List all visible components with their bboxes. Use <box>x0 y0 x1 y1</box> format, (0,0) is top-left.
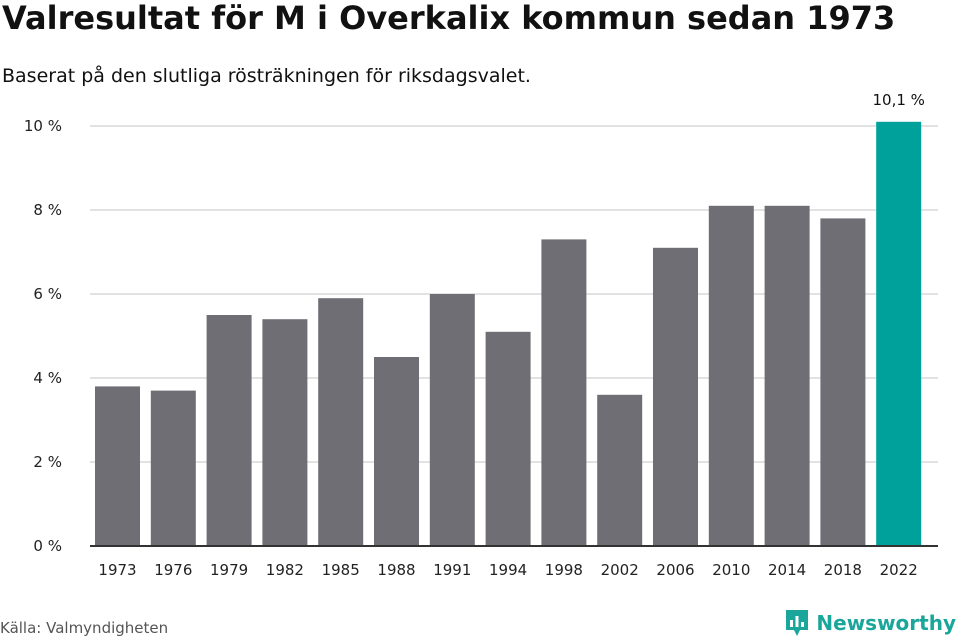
bar-2022 <box>876 121 922 547</box>
value-label: 10,1 % <box>872 91 924 109</box>
bar-1988 <box>374 357 419 546</box>
bar-2014 <box>764 205 810 547</box>
bar-2018 <box>820 218 866 546</box>
y-tick-label: 6 % <box>33 285 62 303</box>
y-tick-label: 10 % <box>24 117 62 135</box>
bar-1976 <box>150 390 196 546</box>
value-labels: 10,1 % <box>872 91 924 109</box>
bar-1973 <box>95 386 140 546</box>
x-tick-label: 2014 <box>768 561 806 579</box>
x-tick-label: 1982 <box>266 561 304 579</box>
x-tick-label: 2010 <box>712 561 750 579</box>
bar-chart: 0 % 2 % 4 % 6 % 8 % 10 % 1973 1976 1979 1982 1985… <box>24 91 938 579</box>
x-tick-label: 1991 <box>433 561 471 579</box>
brand-logo: Newsworthy <box>784 608 956 638</box>
x-tick-label: 1976 <box>154 561 192 579</box>
x-tick-label: 2002 <box>601 561 639 579</box>
x-tick-label: 1979 <box>210 561 248 579</box>
x-tick-label: 1988 <box>377 561 415 579</box>
y-tick-label: 8 % <box>33 201 62 219</box>
x-axis-ticks: 1973 1976 1979 1982 1985 1988 1991 1994 1998 2002… <box>98 561 917 579</box>
y-tick-label: 2 % <box>33 453 62 471</box>
bar-1998 <box>541 239 587 546</box>
x-tick-label: 1994 <box>489 561 527 579</box>
bar-1991 <box>429 294 475 546</box>
bar-1994 <box>485 331 531 546</box>
x-tick-label: 1985 <box>322 561 360 579</box>
x-tick-label: 1998 <box>545 561 583 579</box>
bar-1985 <box>318 298 364 546</box>
y-axis-ticks: 0 % 2 % 4 % 6 % 8 % 10 % <box>24 117 62 555</box>
bar-2006 <box>653 247 698 547</box>
y-tick-label: 4 % <box>33 369 62 387</box>
y-tick-label: 0 % <box>33 537 62 555</box>
bar-1979 <box>206 315 252 546</box>
bar-1982 <box>262 319 308 546</box>
x-tick-label: 2022 <box>880 561 918 579</box>
chart-title: Valresultat för M i Overkalix kommun sed… <box>2 0 896 37</box>
x-tick-label: 2006 <box>656 561 694 579</box>
brand-name: Newsworthy <box>816 611 956 635</box>
x-tick-label: 2018 <box>824 561 862 579</box>
bars <box>95 121 922 547</box>
newsworthy-logo-icon <box>786 610 809 636</box>
x-tick-label: 1973 <box>98 561 136 579</box>
bar-2010 <box>708 205 754 547</box>
chart-subtitle: Baserat på den slutliga rösträkningen fö… <box>2 65 531 87</box>
source-note: Källa: Valmyndigheten <box>0 619 169 637</box>
bar-2002 <box>597 394 643 546</box>
